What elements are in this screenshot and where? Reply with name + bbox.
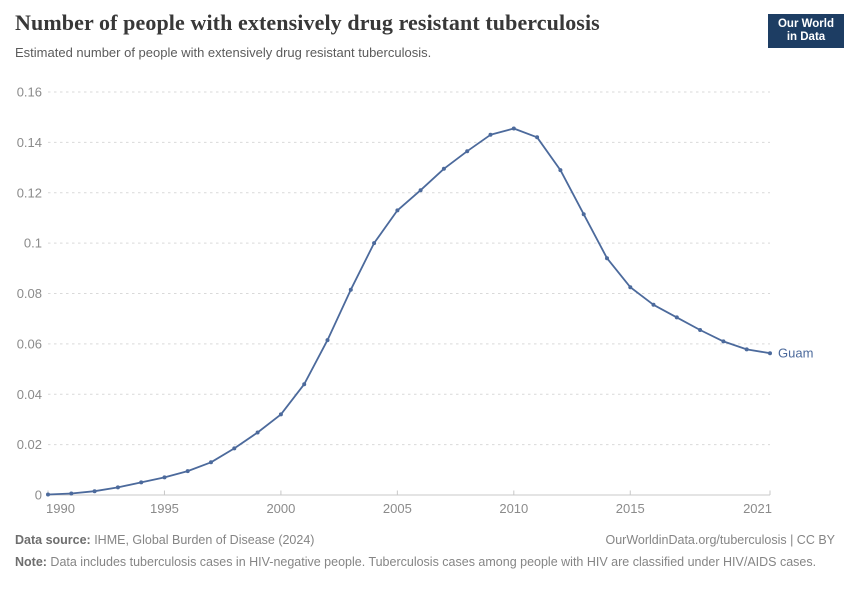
chart-svg: 0 0.02 0.04 0.06 0.08 0.1 0.12 0.14 0.16 1990 1995… — [17, 85, 814, 517]
data-source-text: IHME, Global Burden of Disease (2024) — [90, 533, 315, 547]
x-axis-tick-label: 2000 — [266, 501, 295, 516]
data-point-marker — [558, 168, 563, 173]
chart-header: Number of people with extensively drug r… — [15, 10, 755, 62]
license-link[interactable]: OurWorldinData.org/tuberculosis | CC BY — [605, 533, 836, 547]
data-point-marker — [511, 126, 516, 131]
owid-logo-line1: Our World — [777, 18, 834, 30]
y-axis-tick-label: 0.16 — [17, 85, 42, 100]
data-point-marker — [372, 241, 377, 246]
data-point-marker — [46, 492, 50, 497]
y-axis-tick-label: 0.02 — [17, 437, 42, 452]
y-axis-tick-label: 0.08 — [17, 286, 42, 301]
data-source-label: Data source: — [15, 533, 91, 547]
y-axis-tick-label: 0.06 — [17, 336, 42, 351]
data-point-marker — [605, 256, 609, 261]
data-point-marker — [744, 347, 749, 352]
source-line: Data source: IHME, Global Burden of Dise… — [15, 531, 835, 549]
data-point-marker — [278, 412, 283, 417]
note-text: Data includes tuberculosis cases in HIV-… — [46, 555, 817, 570]
y-axis-tick-label: 0.14 — [17, 135, 42, 150]
series-line-guam — [47, 127, 771, 496]
chart-area: 0 0.02 0.04 0.06 0.08 0.1 0.12 0.14 0.16 1990 1995… — [0, 80, 850, 525]
data-point-marker — [325, 338, 330, 343]
data-point-marker — [418, 188, 423, 193]
x-axis-tick-label: 1995 — [150, 501, 179, 516]
data-point-marker — [115, 485, 120, 490]
data-point-marker — [232, 446, 237, 451]
data-point-marker — [488, 132, 493, 137]
x-axis-tick-label: 2005 — [383, 501, 412, 516]
data-point-marker — [535, 135, 540, 140]
owid-logo[interactable]: Our World in Data — [768, 14, 844, 52]
y-axis-tick-label: 0.1 — [24, 236, 42, 251]
data-point-marker — [581, 212, 586, 217]
chart-footer: Data source: IHME, Global Burden of Dise… — [15, 531, 835, 571]
x-axis-tick-label: 2015 — [616, 501, 645, 516]
data-point-marker — [768, 351, 772, 356]
y-axis-tick-label: 0 — [35, 488, 42, 503]
x-axis-tick-label: 2021 — [743, 501, 772, 516]
data-point-marker — [302, 382, 307, 387]
data-point-marker — [395, 208, 400, 213]
owid-logo-box: Our World in Data — [768, 14, 844, 48]
x-axis-tick-label: 1990 — [46, 501, 75, 516]
data-point-marker — [674, 315, 679, 320]
page-title: Number of people with extensively drug r… — [15, 10, 600, 35]
data-point-marker — [255, 430, 260, 435]
data-point-marker — [651, 302, 656, 307]
data-point-marker — [139, 480, 144, 485]
note-label: Note: — [15, 555, 47, 570]
y-axis-tick-label: 0.04 — [17, 387, 42, 402]
data-point-marker — [465, 149, 470, 154]
data-point-marker — [92, 489, 97, 494]
series-label-guam: Guam — [778, 346, 813, 361]
data-point-marker — [209, 460, 213, 465]
data-point-marker — [698, 328, 703, 332]
y-axis-tick-label: 0.12 — [17, 185, 42, 200]
owid-logo-line2: in Data — [786, 31, 826, 43]
data-point-marker — [348, 287, 353, 292]
chart-note: Note: Data includes tuberculosis cases i… — [15, 553, 833, 571]
data-point-marker — [628, 285, 633, 290]
data-point-marker — [441, 166, 446, 171]
data-point-marker — [162, 475, 167, 480]
data-point-marker — [721, 339, 726, 344]
data-point-marker — [185, 469, 190, 474]
data-point-marker — [69, 491, 74, 496]
data-source: Data source: IHME, Global Burden of Dise… — [15, 531, 314, 549]
chart-subtitle: Estimated number of people with extensiv… — [15, 45, 432, 61]
x-axis-tick-label: 2010 — [499, 501, 528, 516]
